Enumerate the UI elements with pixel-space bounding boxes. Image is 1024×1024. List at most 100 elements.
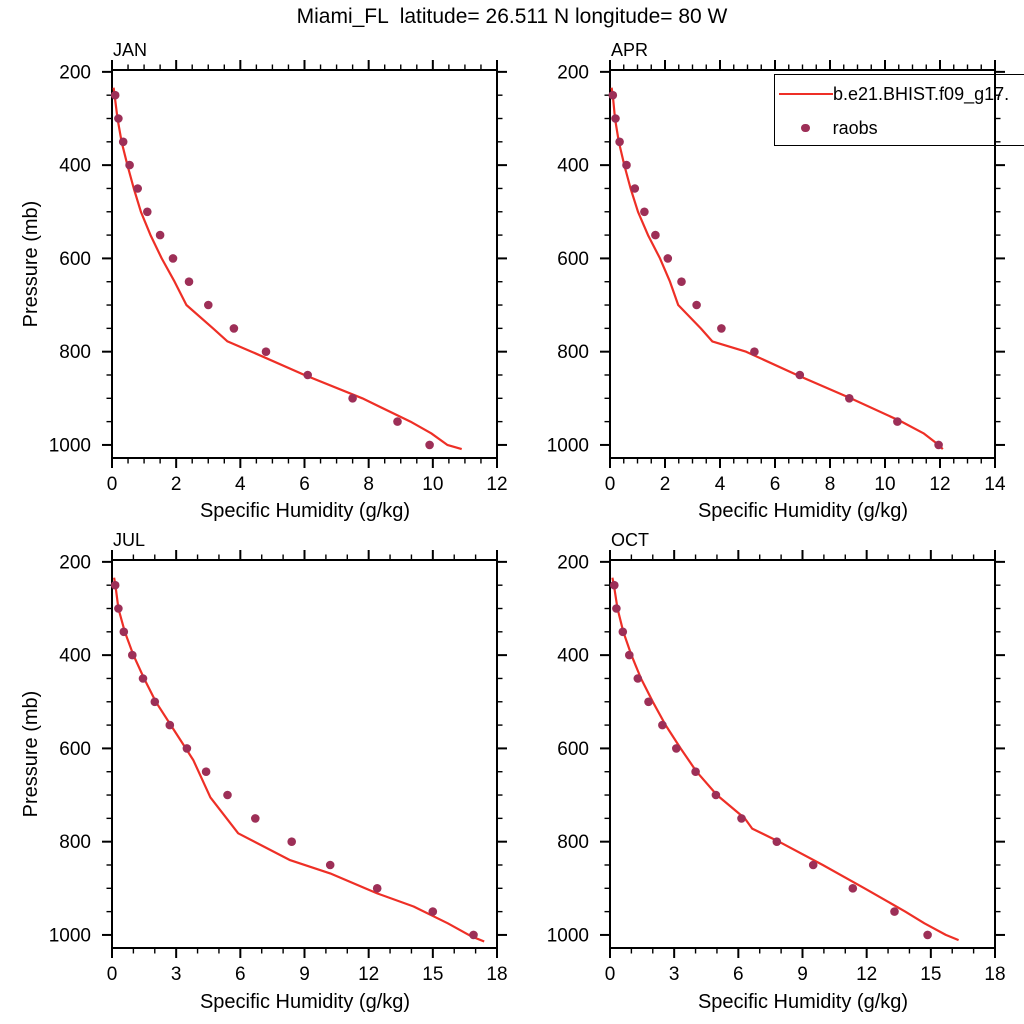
x-tick-label: 6 <box>770 474 781 495</box>
raobs-point <box>893 417 902 426</box>
y-tick-label: 1000 <box>547 925 589 946</box>
y-tick-label: 800 <box>59 832 91 853</box>
y-tick-label: 400 <box>59 156 91 177</box>
legend-dot-sample <box>801 123 810 133</box>
y-axis-title-bottom-row: Pressure (mb) <box>20 690 42 818</box>
model-line <box>611 577 960 942</box>
panel-jan: 0 2 4 6 8 10 12 200 400 600 800 1000 <box>49 60 508 495</box>
raobs-point <box>155 230 165 240</box>
x-tick-label: 15 <box>422 964 443 985</box>
raobs-point <box>428 907 438 916</box>
raobs-point <box>692 300 701 310</box>
raobs-point <box>608 90 618 100</box>
raobs-point <box>223 790 232 800</box>
x-tick-label: 3 <box>171 964 182 985</box>
x-tick-label: 10 <box>422 474 443 495</box>
raobs-point <box>119 627 129 637</box>
panel-title-oct: OCT <box>611 530 649 550</box>
raobs-point <box>303 370 313 380</box>
raobs-point <box>630 184 640 193</box>
raobs-point <box>348 394 357 403</box>
panel-frame <box>111 69 498 459</box>
y-tick-label: 800 <box>59 342 91 363</box>
raobs-point <box>848 884 858 893</box>
x-tick-label: 0 <box>605 964 616 985</box>
x-axis-title-jan: Specific Humidity (g/kg) <box>199 500 411 522</box>
y-tick-label: 200 <box>59 552 91 573</box>
y-tick-label: 200 <box>557 552 589 573</box>
x-tick-label: 12 <box>929 474 950 495</box>
raobs-point <box>114 604 123 613</box>
raobs-point <box>125 160 134 170</box>
y-axis-title-top-row: Pressure (mb) <box>20 200 42 328</box>
y-tick-label: 1000 <box>547 435 589 456</box>
raobs-point <box>229 324 239 333</box>
raobs-point <box>625 650 634 660</box>
x-tick-label: 8 <box>363 474 374 495</box>
y-tick-label: 600 <box>59 249 91 270</box>
raobs-point <box>923 930 932 940</box>
raobs-point <box>711 790 721 800</box>
panel-jul: 0 3 6 9 12 15 18 200 400 600 800 1000 <box>49 550 508 985</box>
raobs-point <box>118 137 128 147</box>
legend-entry-raobs: raobs <box>775 116 1024 140</box>
model-line <box>112 87 463 451</box>
legend-label-raobs: raobs <box>832 117 878 138</box>
raobs-point <box>469 930 478 940</box>
raobs-point <box>201 767 211 776</box>
raobs-point <box>110 580 120 590</box>
raobs-point <box>143 207 152 217</box>
legend: b.e21.BHIST.f09_g17. raobs <box>774 74 1024 146</box>
raobs-point <box>672 744 681 753</box>
x-tick-label: 0 <box>107 474 118 495</box>
x-tick-label: 9 <box>797 964 808 985</box>
y-tick-label: 600 <box>557 249 589 270</box>
x-tick-label: 12 <box>358 964 379 985</box>
raobs-point <box>182 744 192 753</box>
y-tick-label: 200 <box>59 62 91 83</box>
raobs-point <box>138 674 148 683</box>
raobs-point <box>677 277 686 287</box>
x-tick-label: 14 <box>984 474 1006 495</box>
x-tick-label: 8 <box>825 474 836 495</box>
x-tick-label: 18 <box>486 964 507 985</box>
y-tick-label: 800 <box>557 342 589 363</box>
x-tick-label: 10 <box>874 474 895 495</box>
raobs-point <box>128 650 137 660</box>
legend-line-sample <box>779 92 833 96</box>
raobs-point <box>261 347 271 357</box>
x-tick-label: 6 <box>733 964 744 985</box>
raobs-point <box>633 674 643 683</box>
x-tick-label: 12 <box>486 474 507 495</box>
x-tick-label: 4 <box>715 474 726 495</box>
y-tick-label: 400 <box>557 156 589 177</box>
raobs-point <box>612 604 621 613</box>
raobs-point <box>808 860 818 870</box>
raobs-point <box>251 814 260 823</box>
raobs-point <box>165 720 175 730</box>
panel-title-apr: APR <box>611 40 649 60</box>
raobs-point <box>372 884 382 893</box>
panel-title-jul: JUL <box>113 530 146 550</box>
raobs-point <box>644 697 653 707</box>
panel-title-jan: JAN <box>113 40 148 60</box>
raobs-point <box>845 394 854 403</box>
raobs-point <box>325 860 335 870</box>
raobs-point <box>658 720 667 730</box>
raobs-point <box>795 370 805 380</box>
x-tick-label: 6 <box>299 474 310 495</box>
y-tick-label: 600 <box>557 739 589 760</box>
x-tick-label: 15 <box>920 964 941 985</box>
x-tick-label: 0 <box>605 474 616 495</box>
x-axis-title-oct: Specific Humidity (g/kg) <box>697 991 909 1013</box>
raobs-point <box>204 300 213 310</box>
raobs-point <box>110 90 120 100</box>
raobs-point <box>393 417 402 426</box>
raobs-point <box>150 697 160 707</box>
raobs-point <box>133 184 142 193</box>
x-tick-label: 12 <box>856 964 877 985</box>
panel-frame <box>609 559 996 949</box>
raobs-point <box>772 837 782 846</box>
x-tick-label: 6 <box>235 964 246 985</box>
